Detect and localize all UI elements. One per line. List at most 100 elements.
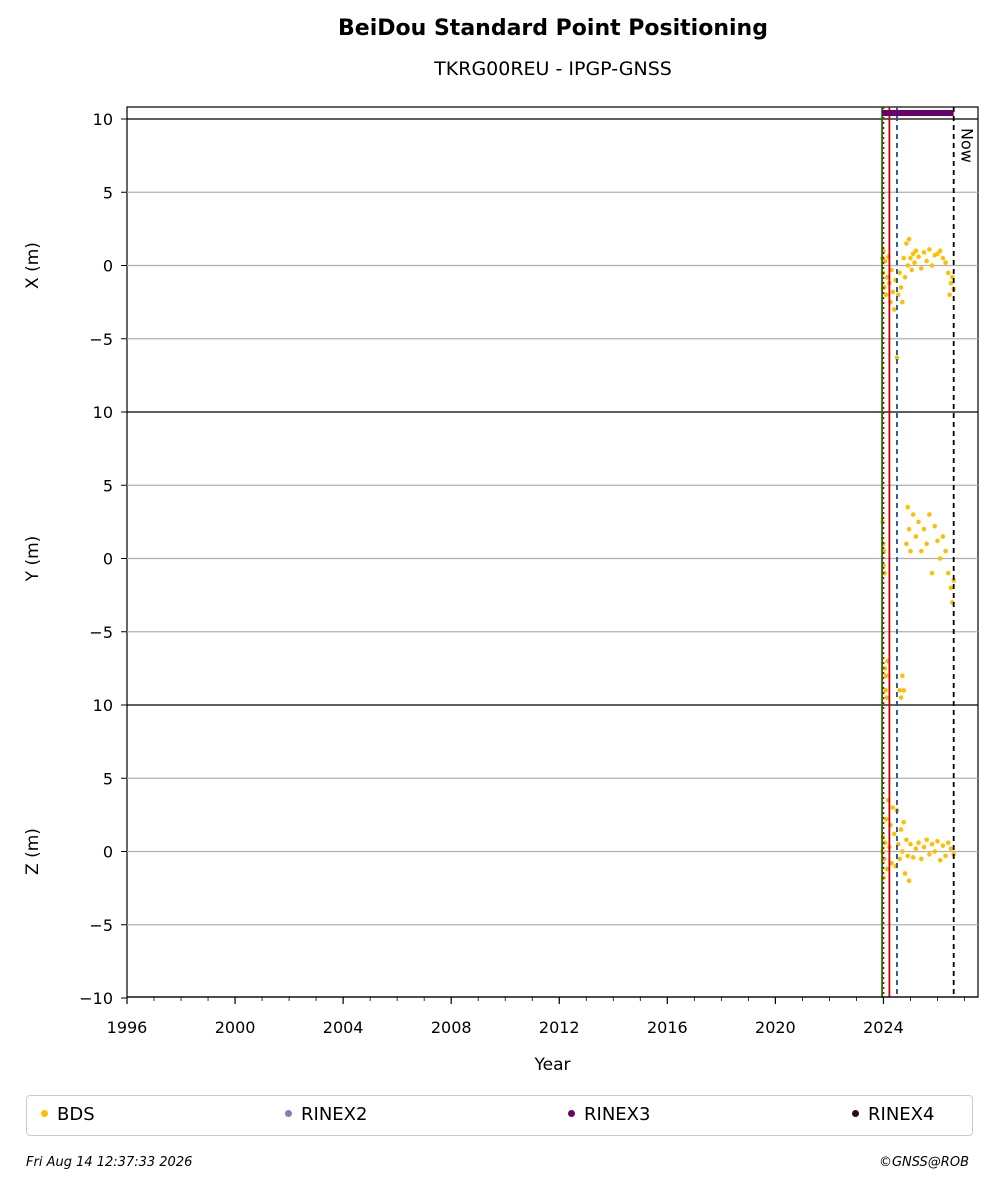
data-point-bds	[913, 534, 919, 539]
data-point-bds	[898, 695, 904, 700]
footer-credit: ©GNSS@ROB	[878, 1155, 969, 1170]
data-point-bds	[890, 805, 896, 810]
x-axis-label: Year	[534, 1055, 571, 1075]
x-tick-label: 2008	[431, 1018, 472, 1037]
legend-marker-rinex3	[568, 1109, 575, 1117]
data-point-bds	[940, 843, 946, 848]
data-point-bds	[924, 541, 929, 547]
data-point-bds	[916, 254, 921, 260]
y-tick-label: −10	[79, 989, 113, 1008]
data-point-bds	[884, 695, 889, 700]
legend-item-rinex2: RINEX2	[285, 1104, 367, 1125]
data-point-bds	[902, 871, 908, 876]
data-point-bds	[918, 266, 924, 271]
plot-frame	[126, 106, 979, 998]
data-point-bds	[883, 688, 888, 693]
data-point-bds	[883, 292, 889, 298]
y-tick-label: 10	[93, 110, 113, 129]
data-point-bds	[943, 260, 948, 265]
data-point-bds	[951, 578, 956, 583]
y-axis-label: Y (m)	[23, 536, 43, 583]
data-point-bds	[913, 248, 919, 254]
legend-marker-rinex4	[852, 1109, 859, 1117]
chart-subtitle: TKRG00REU - IPGP-GNSS	[434, 58, 672, 80]
y-tick-label: −5	[89, 623, 113, 642]
data-point-bds	[891, 831, 897, 837]
data-point-bds	[918, 856, 924, 862]
data-point-bds	[889, 267, 894, 273]
y-tick-label: 5	[103, 769, 113, 788]
x-tick-label: 2004	[323, 1018, 364, 1037]
data-point-bds	[906, 526, 912, 532]
chart-title: BeiDou Standard Point Positioning	[338, 16, 768, 41]
data-point-bds	[904, 241, 909, 246]
data-point-bds	[929, 841, 935, 847]
data-point-bds	[943, 853, 948, 859]
data-point-bds	[898, 285, 904, 290]
data-point-bds	[894, 355, 900, 361]
data-point-bds	[908, 548, 913, 554]
legend-item-bds: BDS	[41, 1104, 95, 1125]
data-point-bds	[927, 512, 932, 517]
panel-y: 10 5 0 −5 Y (m)	[23, 403, 978, 700]
data-point-bds	[932, 523, 938, 529]
legend-label-rinex2: RINEX2	[301, 1104, 368, 1125]
data-point-bds	[884, 274, 890, 280]
y-tick-label: 0	[103, 843, 113, 862]
data-point-bds	[935, 838, 940, 844]
data-point-bds	[940, 255, 946, 261]
data-point-bds	[940, 534, 946, 539]
data-point-bds	[897, 856, 902, 862]
legend-marker-bds	[41, 1109, 48, 1117]
data-point-bds	[918, 548, 924, 554]
data-point-bds	[948, 846, 954, 851]
panel-z: 10 5 0 −5 −10 Z (m)	[23, 696, 978, 1008]
y-tick-label: 5	[103, 183, 113, 202]
y-tick-label: 10	[93, 696, 113, 715]
footer-timestamp: Fri Aug 14 12:37:33 2026	[26, 1155, 193, 1170]
data-point-bds	[924, 837, 929, 843]
data-point-bds	[929, 570, 935, 576]
y-tick-label: 0	[103, 550, 113, 569]
data-point-bds	[927, 852, 932, 857]
x-tick-label: 2020	[755, 1018, 796, 1037]
data-point-bds	[948, 585, 954, 591]
data-point-bds	[900, 673, 905, 678]
chart-legend: BDS RINEX2 RINEX3 RINEX4	[26, 1095, 973, 1136]
data-point-bds	[935, 538, 940, 544]
data-point-bds	[901, 688, 907, 693]
y-tick-label: 5	[103, 476, 113, 495]
data-point-bds	[929, 263, 935, 268]
chart-canvas: 10 5 0 −5 X (m) 10 5 0 −5 Y (m) 10 5 0 −5 −10 Z (m) Now 1…	[23, 106, 979, 1075]
data-point-bds	[935, 251, 940, 257]
data-point-bds	[943, 548, 948, 554]
data-point-bds	[948, 280, 954, 286]
data-point-bds	[913, 846, 919, 851]
data-point-bds	[904, 541, 909, 547]
data-point-bds	[901, 819, 907, 825]
x-tick-label: 2012	[539, 1018, 580, 1037]
data-point-bds	[901, 255, 907, 261]
data-point-bds	[906, 236, 912, 242]
data-point-bds	[889, 860, 894, 866]
legend-item-rinex4: RINEX4	[852, 1104, 934, 1125]
data-point-bds	[910, 512, 916, 517]
y-tick-label: −5	[89, 330, 113, 349]
legend-label-rinex3: RINEX3	[584, 1104, 651, 1125]
data-point-bds	[897, 688, 902, 693]
data-point-bds	[904, 837, 909, 843]
y-axis-label: X (m)	[23, 242, 43, 289]
data-point-bds	[924, 258, 929, 264]
data-point-bds	[908, 841, 913, 847]
legend-item-rinex3: RINEX3	[568, 1104, 650, 1125]
data-point-bds	[905, 853, 911, 859]
data-point-bds	[910, 251, 916, 257]
legend-marker-rinex2	[285, 1109, 292, 1117]
data-point-bds	[916, 840, 921, 846]
y-tick-label: −5	[89, 916, 113, 935]
data-point-bds	[910, 855, 916, 860]
data-point-bds	[945, 840, 951, 846]
y-tick-label: 10	[93, 403, 113, 422]
data-point-bds	[912, 260, 917, 265]
y-tick-label: 0	[103, 257, 113, 276]
